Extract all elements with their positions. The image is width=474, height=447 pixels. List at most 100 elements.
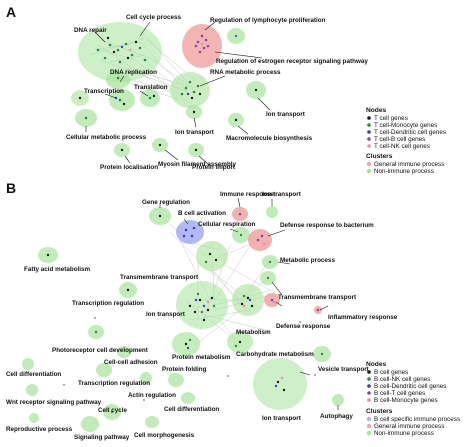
panel-a: A: [6, 4, 446, 175]
legend-b-node-4: B cell-Monocyte genes: [374, 397, 438, 404]
label-rna-metabolic: RNA metabolic process: [210, 69, 281, 76]
label-ion-transport-mid: Ion transport: [175, 129, 215, 136]
label-vesicle: Vesicle transport: [318, 366, 370, 373]
legend-b-swatch-general: [366, 423, 372, 429]
label-ion-transport-mid: Ion transport: [146, 311, 186, 318]
label-cellular-metabolic: Cellular metabolic process: [66, 134, 147, 141]
label-cell-adhesion: Cell-cell adhesion: [104, 359, 158, 366]
legend-a-nodes-title: Nodes: [366, 107, 386, 114]
label-actin-regulation: Actin regulation: [128, 392, 176, 399]
legend-b-node-3: B cell-T cell genes: [374, 390, 425, 397]
label-cell-cycle: Cell cycle process: [126, 14, 181, 21]
cluster-actin-regulation: [140, 372, 152, 384]
cluster-b-cell-activation: [176, 220, 204, 244]
label-cell-differentiation-left: Cell differentiation: [6, 371, 61, 378]
label-protein-folding: Protein folding: [162, 366, 207, 373]
label-defense-bacterium: Defense response to bacterium: [280, 222, 374, 229]
label-transcription: Transcription: [84, 88, 124, 95]
cluster-transcription-regulation-2: [96, 363, 112, 377]
legend-b-swatch-bt: [367, 391, 371, 395]
legend-b-clusters-title: Clusters: [366, 408, 393, 415]
cluster-cell-cycle: [78, 22, 162, 82]
panel-a-nodes: [78, 34, 258, 152]
panel-a-letter: A: [6, 4, 16, 20]
label-cell-cycle: Cell cycle: [98, 407, 128, 414]
label-autophagy: Autophagy: [320, 413, 353, 420]
cluster-protein-folding: [168, 373, 184, 387]
label-protein-metabolism: Protein metabolism: [172, 354, 231, 361]
label-macromolecule: Macromolecule biosynthesis: [226, 135, 313, 142]
legend-a-swatch-tb: [367, 137, 371, 141]
cluster-ion-transport-bottom: [253, 358, 307, 410]
label-transmembrane-right: Transmembrane transport: [278, 294, 357, 301]
legend-b-swatch-bmono: [367, 398, 371, 402]
label-inflammatory: Inflammatory response: [328, 314, 398, 321]
legend-a-swatch-nonimmune: [366, 168, 372, 174]
label-immune-response: Immune response: [220, 191, 274, 198]
legend-a-node-2: T cell-Dendritic cell genes: [374, 129, 446, 136]
panel-a-labels: Cell cycle process Regulation of lymphoc…: [66, 14, 368, 171]
legend-a-cluster-1: Non-immune process: [374, 168, 434, 175]
legend-b-swatch-nonimmune: [366, 430, 372, 436]
label-estrogen: Regulation of estrogen receptor signalin…: [216, 58, 368, 65]
legend-a-swatch-general: [366, 161, 372, 167]
legend-a-node-1: T cell-Monocyte genes: [374, 122, 437, 129]
panel-b-labels: Immune response Ion transport Gene regul…: [6, 191, 398, 441]
cluster-morphogenesis: [145, 416, 159, 428]
label-myosin: Myosin filament assembly: [158, 161, 237, 168]
cluster-autophagy: [332, 394, 344, 406]
legend-a-swatch-tmono: [367, 123, 371, 127]
legend-a-swatch-tdc: [367, 130, 371, 134]
legend-a-swatch-t: [367, 116, 371, 120]
label-protein-import: Protein import: [192, 164, 236, 171]
panel-b-legend: Nodes B cell genes B cell-NK cell genes …: [366, 361, 460, 437]
cluster-ion-transport-top: [266, 206, 278, 218]
legend-a-swatch-tnk: [367, 144, 371, 148]
cluster-metabolic-process-upper: [196, 241, 228, 271]
label-cell-differentiation-mid: Cell differentiation: [164, 406, 219, 413]
label-ion-transport-bottom: Ion transport: [262, 415, 302, 422]
label-transcription-regulation: Transcription regulation: [72, 300, 144, 307]
panel-b: B: [6, 180, 460, 441]
cluster-reproductive: [29, 413, 39, 423]
cluster-signaling: [81, 416, 99, 432]
cluster-transcription: [109, 89, 135, 111]
legend-a-node-3: T cell-B cell genes: [374, 136, 425, 143]
legend-b-swatch-b: [367, 370, 371, 374]
label-protein-localisation: Protein localisation: [100, 164, 158, 171]
label-transcription-regulation-2: Transcription regulation: [78, 380, 150, 387]
label-reproductive: Reproductive process: [6, 426, 73, 433]
label-carbohydrate: Carbohydrate metabolism: [236, 351, 314, 358]
panel-a-legend: Nodes T cell genes T cell-Monocyte genes…: [366, 107, 446, 175]
label-ion-transport-right: Ion transport: [266, 111, 306, 118]
label-ion-transport-top: Ion transport: [262, 191, 302, 198]
legend-a-clusters-title: Clusters: [366, 153, 393, 160]
label-signaling: Signaling pathway: [74, 434, 130, 441]
cluster-cell-differentiation-mid: [181, 392, 195, 404]
panel-b-clusters: [22, 206, 344, 432]
cluster-cell-diff-left: [22, 358, 34, 370]
cluster-wnt: [26, 384, 38, 396]
legend-b-swatch-bspecific: [366, 416, 372, 422]
label-morphogenesis: Cell morphogenesis: [134, 432, 195, 439]
label-dna-replication: DNA replication: [110, 69, 157, 76]
label-photoreceptor: Photoreceptor cell development: [52, 347, 149, 354]
label-metabolic-process: Metabolic process: [280, 257, 335, 264]
legend-b-node-1: B cell-NK cell genes: [374, 376, 430, 383]
cluster-defense-bacterium: [248, 229, 272, 251]
legend-b-node-2: B cell-Dendritic cell genes: [374, 383, 446, 390]
legend-a-node-0: T cell genes: [374, 115, 408, 122]
legend-b-nodes-title: Nodes: [366, 361, 386, 368]
legend-b-cluster-1: General immune process: [374, 423, 444, 430]
legend-b-node-0: B cell genes: [374, 369, 408, 376]
panel-b-label-pointers: [159, 197, 339, 410]
label-defense-response: Defense response: [276, 323, 331, 330]
legend-a-cluster-0: General immune process: [374, 161, 444, 168]
panel-a-label-pointers: [85, 21, 271, 165]
label-b-cell-activation: B cell activation: [178, 210, 226, 217]
label-cellular-respiration: Cellular respiration: [198, 221, 256, 228]
cluster-dna-replication: [106, 71, 130, 89]
cluster-rna-metabolic: [170, 72, 210, 108]
label-metabolism: Metabolism: [236, 329, 271, 336]
